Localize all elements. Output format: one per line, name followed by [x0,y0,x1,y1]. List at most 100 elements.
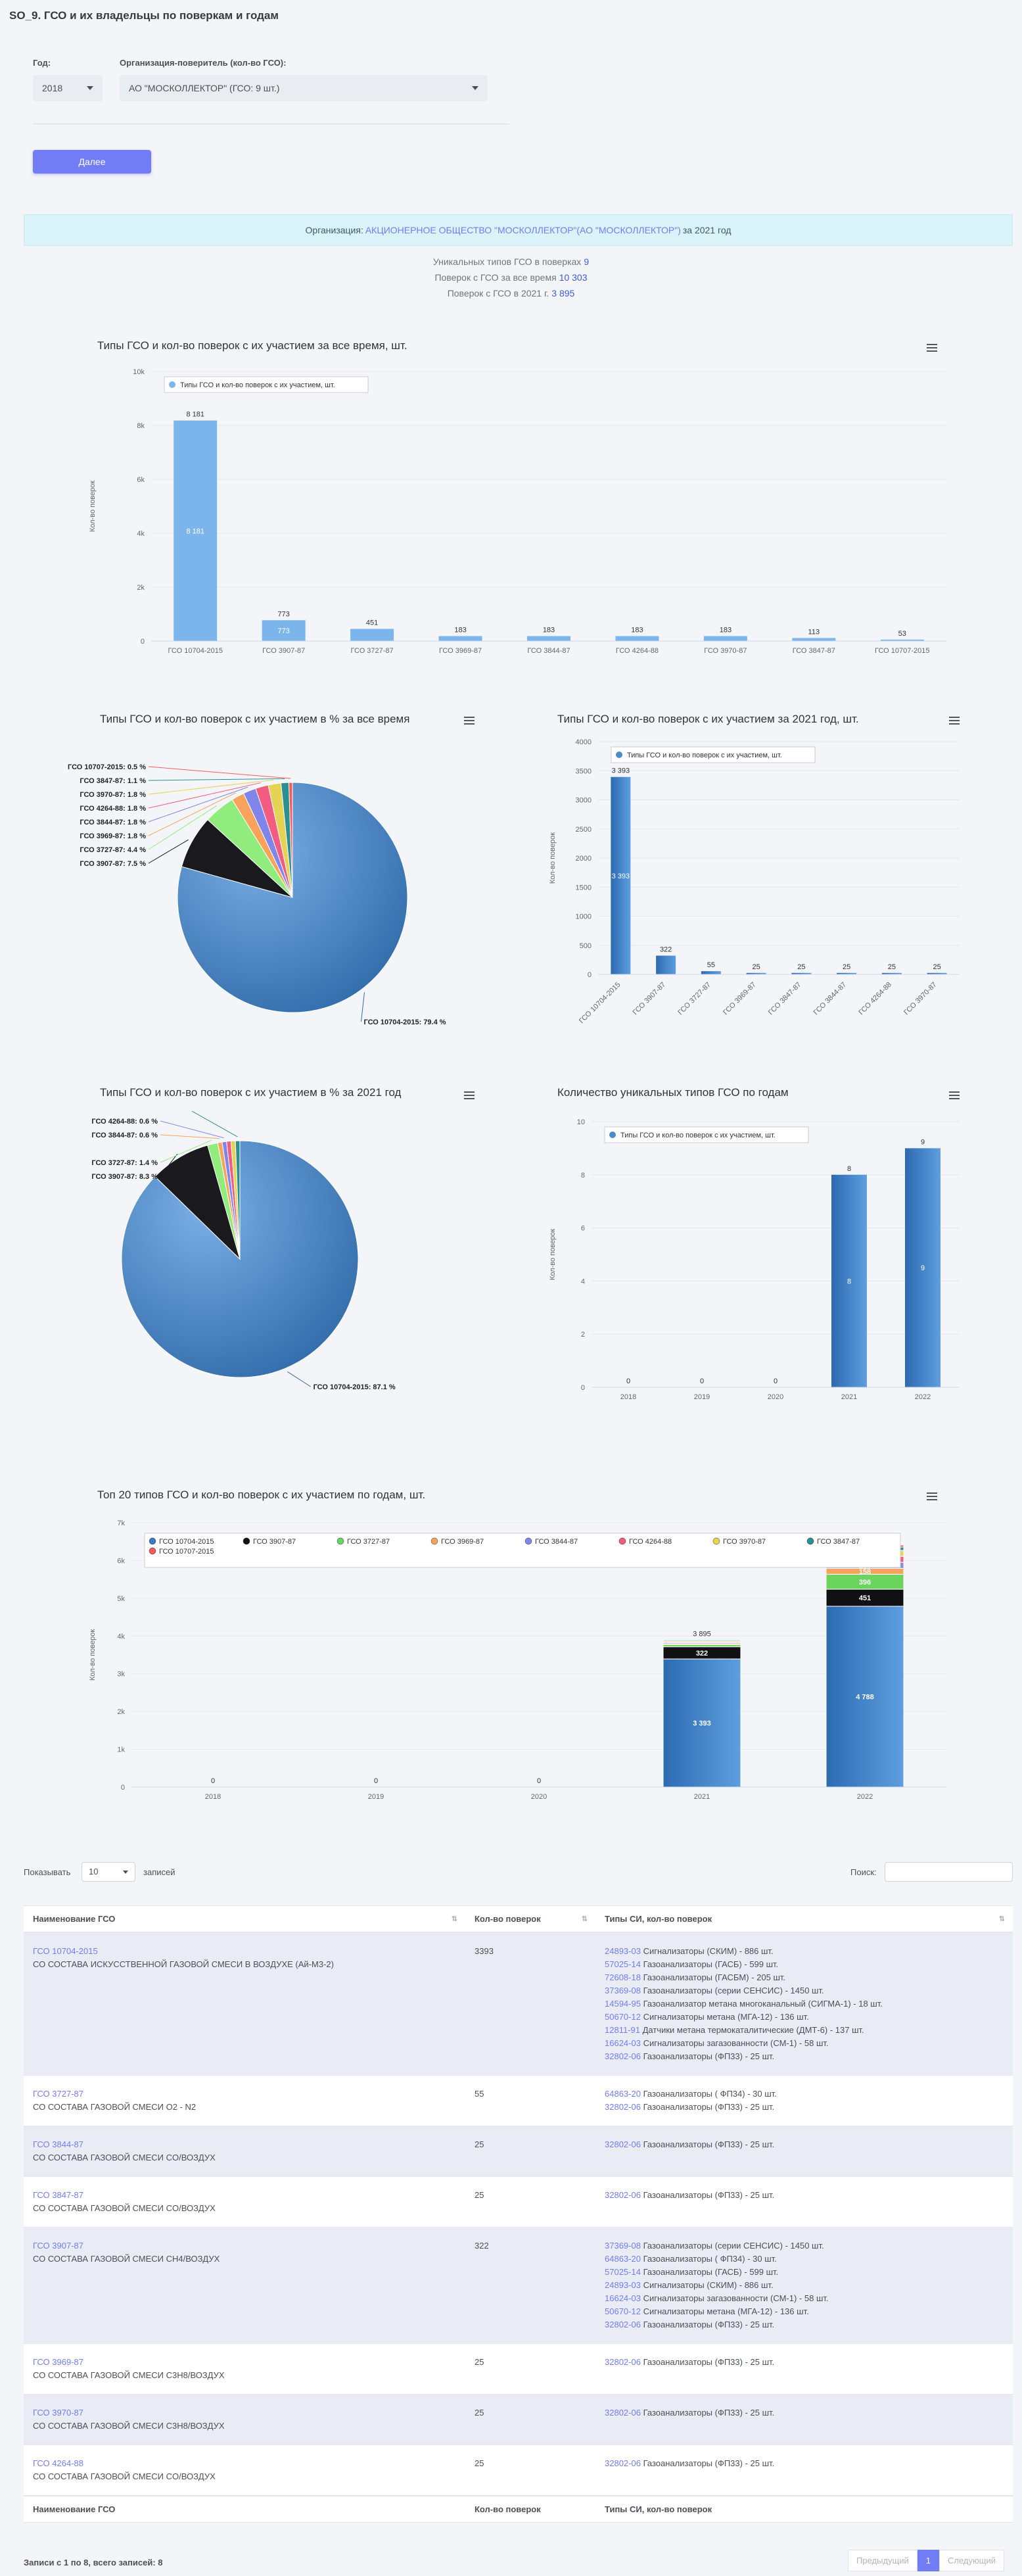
x-tick-label: ГСО 3847-87 [793,647,835,655]
y-tick-label: 2k [117,1708,125,1716]
cell-count: 25 [465,2445,595,2496]
page-length-select[interactable]: 10 [81,1862,135,1882]
si-code-link[interactable]: 32802-06 [605,2190,641,2200]
cell-si: 32802-06 Газоанализаторы (ФП33) - 25 шт. [595,2445,1013,2496]
si-code-link[interactable]: 32802-06 [605,2320,641,2329]
si-desc: Газоанализаторы (ГАСБМ) - 205 шт. [643,1972,786,1982]
col-header-count[interactable]: Кол-во поверок ⇅ [465,1905,595,1933]
si-code-link[interactable]: 12811-91 [605,2025,640,2035]
x-tick-label: ГСО 3727-87 [676,981,712,1017]
chart-2021-pie: ГСО 10704-2015: 87.1 % ГСО 3907-87: 8.3 %… [91,1111,396,1391]
gso-code-link[interactable]: ГСО 3969-87 [33,2357,83,2367]
si-code-link[interactable]: 57025-14 [605,1959,641,1969]
page-1-button[interactable]: 1 [917,2550,939,2571]
bar-value-label: 25 [888,963,896,971]
si-desc: Газоанализаторы (ФП33) - 25 шт. [643,2408,775,2418]
x-tick-label: ГСО 3969-87 [722,981,758,1017]
prev-page-button[interactable]: Предыдущий [848,2550,917,2571]
x-tick-label: ГСО 3907-87 [262,647,305,655]
si-code-link[interactable]: 37369-08 [605,1986,641,1995]
si-code-link[interactable]: 14594-95 [605,1999,641,2009]
chart1-menu-icon[interactable] [927,344,937,352]
col-header-name[interactable]: Наименование ГСО ⇅ [24,1905,465,1933]
si-desc: Газоанализаторы (ФП33) - 25 шт. [643,2051,775,2061]
org-select[interactable]: АО "МОСКОЛЛЕКТОР" (ГСО: 9 шт.) [120,75,488,101]
si-code-link[interactable]: 64863-20 [605,2089,641,2099]
x-tick-label: ГСО 4264-88 [857,981,893,1017]
si-code-link[interactable]: 32802-06 [605,2408,641,2418]
legend-marker [149,1547,156,1555]
pie-label: ГСО 3844-87: 0.6 % [91,1132,158,1139]
gso-code-link[interactable]: ГСО 3844-87 [33,2139,83,2149]
y-tick-label: 6k [117,1557,125,1565]
si-code-link[interactable]: 50670-12 [605,2306,641,2316]
si-desc: Сигнализаторы метана (МГА-12) - 136 шт. [643,2306,809,2316]
year-select[interactable]: 2018 [33,75,103,101]
si-code-link[interactable]: 32802-06 [605,2139,641,2149]
filter-form: Год: Организация-поверитель (кол-во ГСО)… [24,46,523,184]
org-link[interactable]: АКЦИОНЕРНОЕ ОБЩЕСТВО "МОСКОЛЛЕКТОР"(АО "… [365,225,681,235]
bar [837,972,857,974]
si-code-link[interactable]: 50670-12 [605,2012,641,2022]
legend-marker [524,1537,532,1545]
bar-inner-label: 3 393 [612,872,630,880]
gso-code-link[interactable]: ГСО 10704-2015 [33,1946,98,1956]
cell-si: 37369-08 Газоанализаторы (серии СЕНСИС) … [595,2227,1013,2344]
search-input[interactable] [885,1862,1013,1882]
bar [792,638,836,641]
gso-code-link[interactable]: ГСО 4264-88 [33,2458,83,2468]
si-code-link[interactable]: 16624-03 [605,2293,641,2303]
bar-value-label: 25 [797,963,805,971]
col-header-si[interactable]: Типы СИ, кол-во поверок ⇅ [595,1905,1013,1933]
si-code-link[interactable]: 24893-03 [605,2280,641,2290]
bar-inner-label: 8 [847,1277,851,1285]
si-code-link[interactable]: 24893-03 [605,1946,641,1956]
si-code-link[interactable]: 64863-20 [605,2254,641,2264]
chart3-menu-icon[interactable] [949,717,960,725]
chart5-menu-icon[interactable] [949,1091,960,1099]
si-code-link[interactable]: 16624-03 [605,2038,641,2048]
gso-code-link[interactable]: ГСО 3970-87 [33,2408,83,2418]
si-desc: Сигнализаторы метана (МГА-12) - 136 шт. [643,2012,809,2022]
pie-label: ГСО 4264-88: 0.6 % [91,1118,158,1126]
si-desc: Газоанализаторы (ФП33) - 25 шт. [643,2190,775,2200]
footer-name: Наименование ГСО [24,2495,465,2523]
si-code-link[interactable]: 72608-18 [605,1972,641,1982]
legend-box [604,1126,809,1143]
chevron-down-icon [87,86,93,90]
chart4-title: Типы ГСО и кол-во поверок с их участием … [100,1086,402,1099]
cell-name: ГСО 3969-87 СО СОСТАВА ГАЗОВОЙ СМЕСИ C3H8… [24,2343,465,2395]
pie-slice [288,782,293,898]
table-row: ГСО 4264-88 СО СОСТАВА ГАЗОВОЙ СМЕСИ CO/В… [24,2445,1013,2496]
si-code-link[interactable]: 37369-08 [605,2241,641,2251]
si-code-link[interactable]: 32802-06 [605,2458,641,2468]
si-desc: Газоанализаторы (ГАСБ) - 599 шт. [643,2267,779,2277]
si-code-link[interactable]: 32802-06 [605,2357,641,2367]
legend-marker [430,1537,438,1545]
next-page-button[interactable]: Следующий [939,2550,1004,2571]
x-tick-label: 2020 [531,1793,547,1801]
y-tick-label: 0 [121,1784,125,1792]
chart1-title: Типы ГСО и кол-во поверок с их участием … [97,339,407,352]
chart-alltime-pie: ГСО 10704-2015: 79.4 % ГСО 3907-87: 7.5 %… [68,763,446,1026]
y-tick-label: 3000 [576,797,592,805]
chart4-menu-icon[interactable] [464,1091,475,1099]
footer-count: Кол-во поверок [465,2495,595,2523]
pie-connector [148,766,291,779]
cell-count: 25 [465,2126,595,2177]
gso-code-link[interactable]: ГСО 3727-87 [33,2089,83,2099]
gso-code-link[interactable]: ГСО 3907-87 [33,2241,83,2251]
cell-count: 25 [465,2176,595,2228]
si-code-link[interactable]: 32802-06 [605,2102,641,2112]
legend-marker [337,1537,344,1545]
y-tick-label: 0 [141,638,145,646]
next-button[interactable]: Далее [33,150,151,174]
si-code-link[interactable]: 57025-14 [605,2267,641,2277]
gso-name: СО СОСТАВА ГАЗОВОЙ СМЕСИ CO/ВОЗДУХ [33,2471,216,2481]
si-item: 72608-18 Газоанализаторы (ГАСБМ) - 205 ш… [605,1971,1004,1984]
cell-name: ГСО 3970-87 СО СОСТАВА ГАЗОВОЙ СМЕСИ C3H8… [24,2394,465,2445]
gso-code-link[interactable]: ГСО 3847-87 [33,2190,83,2200]
chart6-menu-icon[interactable] [927,1492,937,1500]
si-code-link[interactable]: 32802-06 [605,2051,641,2061]
chart2-menu-icon[interactable] [464,717,475,725]
